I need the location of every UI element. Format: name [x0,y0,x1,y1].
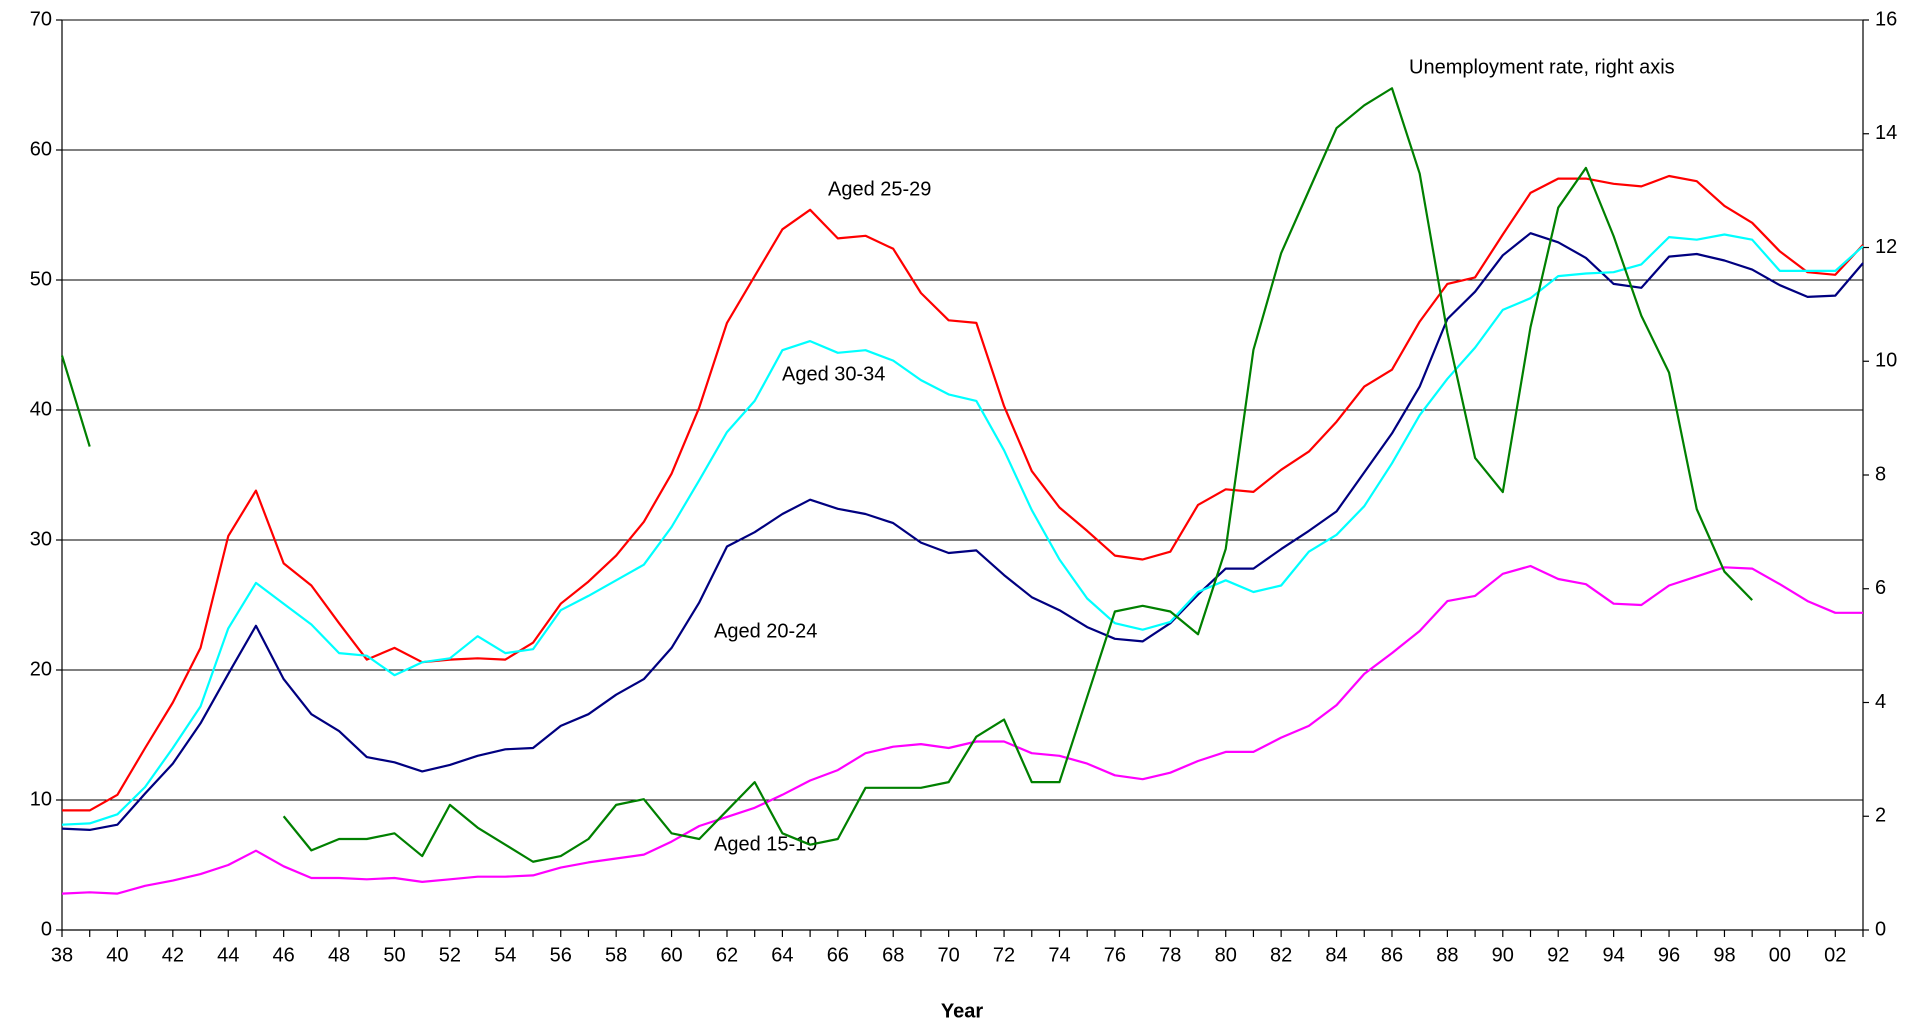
x-tick-label: 74 [1048,944,1070,966]
y-tick-label: 20 [30,658,52,680]
series-line [62,174,1864,812]
y2-tick-label: 6 [1875,577,1886,599]
y2-tick-label: 14 [1875,122,1897,144]
x-tick-label: 96 [1658,944,1680,966]
x-tick-label: 02 [1824,944,1846,966]
x-tick-label: 52 [439,944,461,966]
y-tick-label: 60 [30,138,52,160]
x-tick-label: 64 [771,944,793,966]
y-tick-label: 70 [30,8,52,30]
series-line [61,233,1864,826]
x-tick-label: 56 [550,944,572,966]
x-tick-label: 80 [1215,944,1237,966]
x-tick-label: 42 [162,944,184,966]
series-line [61,564,1863,895]
y-tick-label: 50 [30,268,52,290]
x-tick-label: 66 [827,944,849,966]
x-tick-label: 00 [1769,944,1791,966]
x-tick-label: 76 [1104,944,1126,966]
x-tick-label: 54 [494,944,516,966]
x-tick-label: 88 [1436,944,1458,966]
x-tick-label: 86 [1381,944,1403,966]
x-tick-label: 82 [1270,944,1292,966]
x-tick-label: 94 [1603,944,1625,966]
x-tick-label: 46 [273,944,295,966]
y2-tick-label: 16 [1875,8,1897,30]
x-tick-label: 70 [938,944,960,966]
y2-tick-label: 10 [1875,350,1897,372]
x-tick-label: 98 [1713,944,1735,966]
x-tick-label: 38 [51,944,73,966]
y2-tick-label: 4 [1875,691,1886,713]
x-tick-label: 50 [383,944,405,966]
series-label: Aged 20-24 [714,620,817,642]
y2-tick-label: 0 [1875,918,1886,940]
y2-tick-label: 12 [1875,236,1897,258]
series-label: Aged 25-29 [828,178,931,200]
x-tick-label: 68 [882,944,904,966]
x-tick-label: 92 [1547,944,1569,966]
series-label: Aged 15-19 [714,833,817,855]
y-tick-label: 30 [30,528,52,550]
y-tick-label: 10 [30,788,52,810]
x-tick-label: 90 [1492,944,1514,966]
x-tick-label: 48 [328,944,350,966]
series-line [61,232,1864,831]
x-axis-title: Year [941,1000,983,1022]
y-tick-label: 40 [30,398,52,420]
x-tick-label: 44 [217,944,239,966]
x-tick-label: 62 [716,944,738,966]
y-tick-label: 0 [41,918,52,940]
x-tick-label: 72 [993,944,1015,966]
x-tick-label: 78 [1159,944,1181,966]
y2-tick-label: 2 [1875,805,1886,827]
x-tick-label: 84 [1325,944,1347,966]
x-tick-label: 58 [605,944,627,966]
x-tick-label: 40 [106,944,128,966]
x-tick-label: 60 [660,944,682,966]
series-label: Aged 30-34 [782,363,885,385]
series-label: Unemployment rate, right axis [1409,56,1675,78]
y2-tick-label: 8 [1875,463,1886,485]
series-line [60,87,1753,863]
